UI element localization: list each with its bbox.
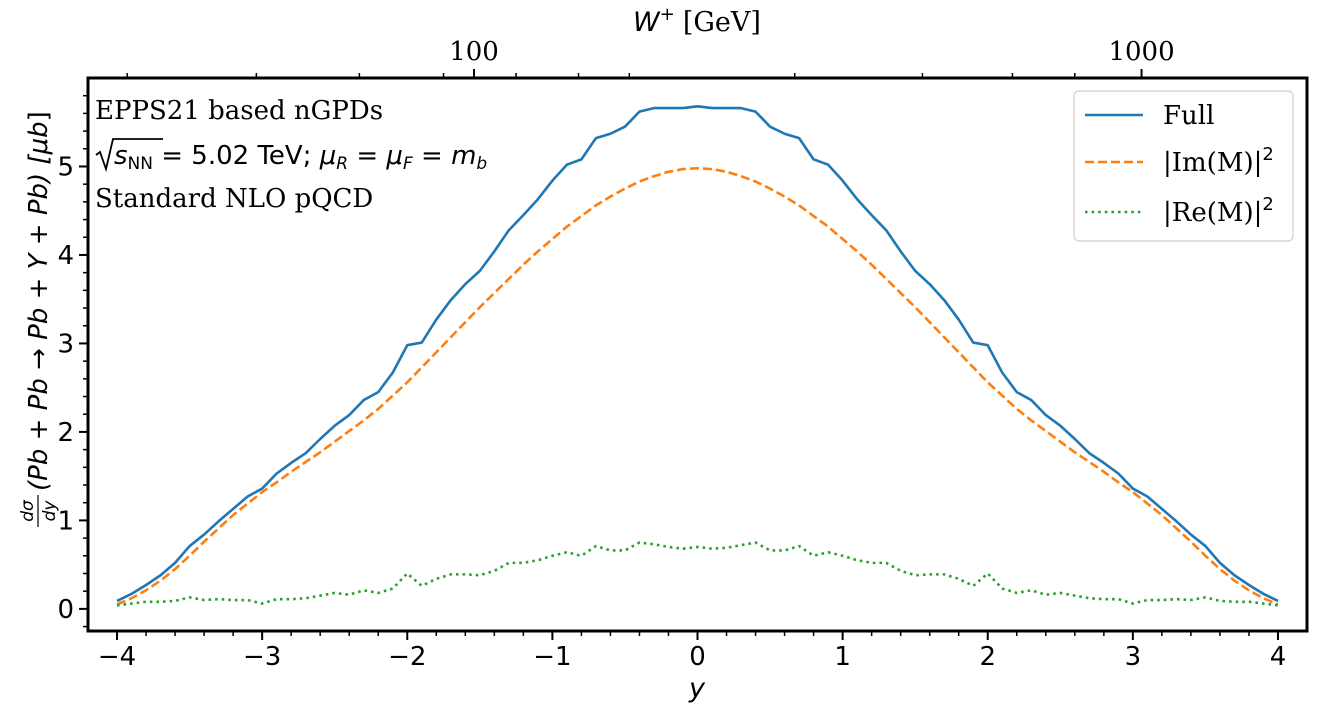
x-tick-label: 4 [1270, 642, 1287, 672]
y-title-expr: (Pb + Pb → Pb + Υ + Pb) [μb] [24, 111, 54, 491]
y-tick-label: 1 [57, 506, 74, 536]
x-tick-label: −1 [533, 642, 571, 672]
x-tick-label: −4 [98, 642, 136, 672]
annotation-line-1: EPPS21 based nGPDs [95, 96, 383, 126]
annotation-mu-r-sub: R [336, 154, 348, 174]
x-axis-title: y [688, 673, 706, 704]
series-layer [116, 105, 1279, 607]
annotation-line-3: Standard NLO pQCD [95, 184, 373, 214]
annotation-eq-1: = [348, 141, 386, 171]
y-title-frac-den: dy [40, 500, 60, 522]
legend-frame [1073, 90, 1294, 242]
annotations: EPPS21 based nGPDs sNN = 5.02 TeV; μR = … [95, 96, 487, 214]
y-tick-label: 4 [57, 241, 74, 271]
annotation-energy: = 5.02 TeV; [153, 141, 320, 171]
series-line-0 [116, 105, 1279, 603]
annotation-nn: NN [128, 154, 153, 174]
top-axis-title: W+ [GeV] [633, 4, 761, 38]
annotation-mu-r: μ [319, 141, 337, 171]
x-tick-label: 1 [834, 642, 851, 672]
annotation-m-sub: b [476, 154, 487, 174]
y-title-frac-num: dσ [18, 499, 38, 522]
legend-label-full: Full [1163, 101, 1214, 131]
annotation-m: m [451, 141, 476, 171]
ticks-layer: −4 −3 −2 −1 0 1 2 3 4 0 1 2 3 4 5 100 1000 [57, 37, 1286, 672]
y-axis-title: dσ dy (Pb + Pb → Pb + Υ + Pb) [μb] [18, 111, 60, 527]
annotation-line-2: sNN = 5.02 TeV; μR = μF = mb [95, 138, 487, 174]
annotation-mu-f: μ [385, 141, 403, 171]
annotation-eq-2: = [413, 141, 451, 171]
series-line-1 [116, 166, 1279, 606]
y-tick-label: 3 [57, 329, 74, 359]
annotation-s: s [114, 141, 128, 171]
x-tick-label: −2 [388, 642, 426, 672]
x-tick-label: 3 [1125, 642, 1142, 672]
svg-text:sNN = 5.02 TeV; μR = μF = mb: sNN = 5.02 TeV; μR = μF = mb [114, 141, 487, 174]
top-tick-label: 100 [449, 37, 499, 67]
legend: Full |Im(M)|2 |Re(M)|2 [1073, 90, 1294, 242]
top-tick-label: 1000 [1108, 37, 1174, 67]
annotation-mu-f-sub: F [403, 154, 413, 174]
x-tick-label: 2 [979, 642, 996, 672]
x-tick-label: 0 [689, 642, 706, 672]
legend-label-im: |Im(M)|2 [1163, 144, 1274, 178]
x-tick-label: −3 [243, 642, 281, 672]
series-line-2 [116, 541, 1279, 607]
y-tick-label: 0 [57, 595, 74, 625]
y-tick-label: 5 [57, 152, 74, 182]
sqrt-sign-icon [95, 138, 163, 173]
legend-label-re: |Re(M)|2 [1163, 194, 1274, 228]
y-tick-label: 2 [57, 418, 74, 448]
